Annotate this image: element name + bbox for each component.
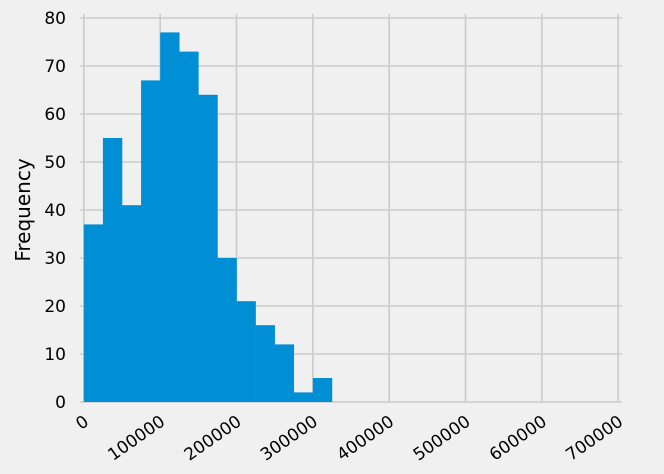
histogram-bar [83, 224, 104, 402]
x-tick-label: 300000 [257, 412, 322, 466]
histogram-bar [160, 32, 180, 403]
y-tick-label: 60 [44, 105, 66, 125]
x-tick-label: 700000 [562, 412, 627, 466]
histogram-bar [255, 325, 275, 402]
histogram-bar [236, 301, 256, 402]
histogram-bar [274, 344, 295, 402]
x-tick-label: 400000 [333, 412, 398, 466]
y-tick-label: 0 [55, 393, 66, 413]
y-tick-label: 50 [44, 153, 66, 173]
histogram-bar [102, 138, 123, 402]
x-tick-label: 600000 [486, 412, 551, 466]
histogram-bar [179, 51, 199, 402]
y-tick-label: 40 [44, 201, 66, 221]
histogram-bar [217, 258, 237, 402]
x-axis-ticks: 0 100000 200000 300000 400000 500000 600000 700… [72, 412, 627, 466]
y-tick-label: 30 [44, 249, 66, 269]
histogram-bars [83, 32, 333, 403]
y-tick-label: 20 [44, 297, 66, 317]
y-axis-ticks: 0 10 20 30 40 50 60 70 80 [44, 9, 66, 413]
histogram-bar [121, 205, 142, 402]
y-tick-label: 10 [44, 345, 66, 365]
x-tick-label: 100000 [104, 412, 169, 466]
x-tick-label: 0 [72, 412, 92, 435]
x-tick-label: 500000 [410, 412, 475, 466]
histogram-bar [198, 94, 218, 403]
histogram-bar [141, 80, 161, 403]
y-axis-label: Frequency [11, 158, 35, 261]
y-tick-label: 70 [44, 57, 66, 77]
y-tick-label: 80 [44, 9, 66, 29]
histogram-bar [293, 392, 314, 402]
x-tick-label: 200000 [181, 412, 246, 466]
histogram-bar [312, 378, 333, 402]
